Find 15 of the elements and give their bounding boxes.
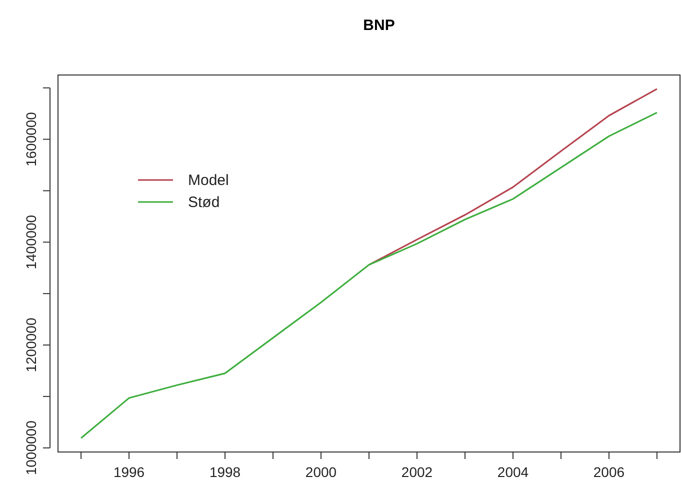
y-tick-label: 1000000: [23, 420, 39, 476]
x-tick-label: 2006: [593, 464, 625, 480]
y-tick-label: 1600000: [23, 112, 39, 167]
x-tick-label: 2000: [305, 464, 337, 480]
y-tick-label: 1400000: [23, 214, 39, 270]
legend-label: Stød: [188, 194, 220, 211]
chart-title: BNP: [363, 17, 395, 34]
x-tick-label: 2004: [497, 464, 529, 480]
y-tick-label: 1200000: [23, 318, 39, 372]
x-tick-label: 1996: [113, 464, 145, 480]
x-tick-label: 1998: [209, 464, 241, 480]
line-series: [80, 112, 658, 439]
legend-label: Model: [188, 172, 229, 189]
x-tick-label: 2002: [401, 464, 433, 480]
line-series: [368, 88, 658, 266]
